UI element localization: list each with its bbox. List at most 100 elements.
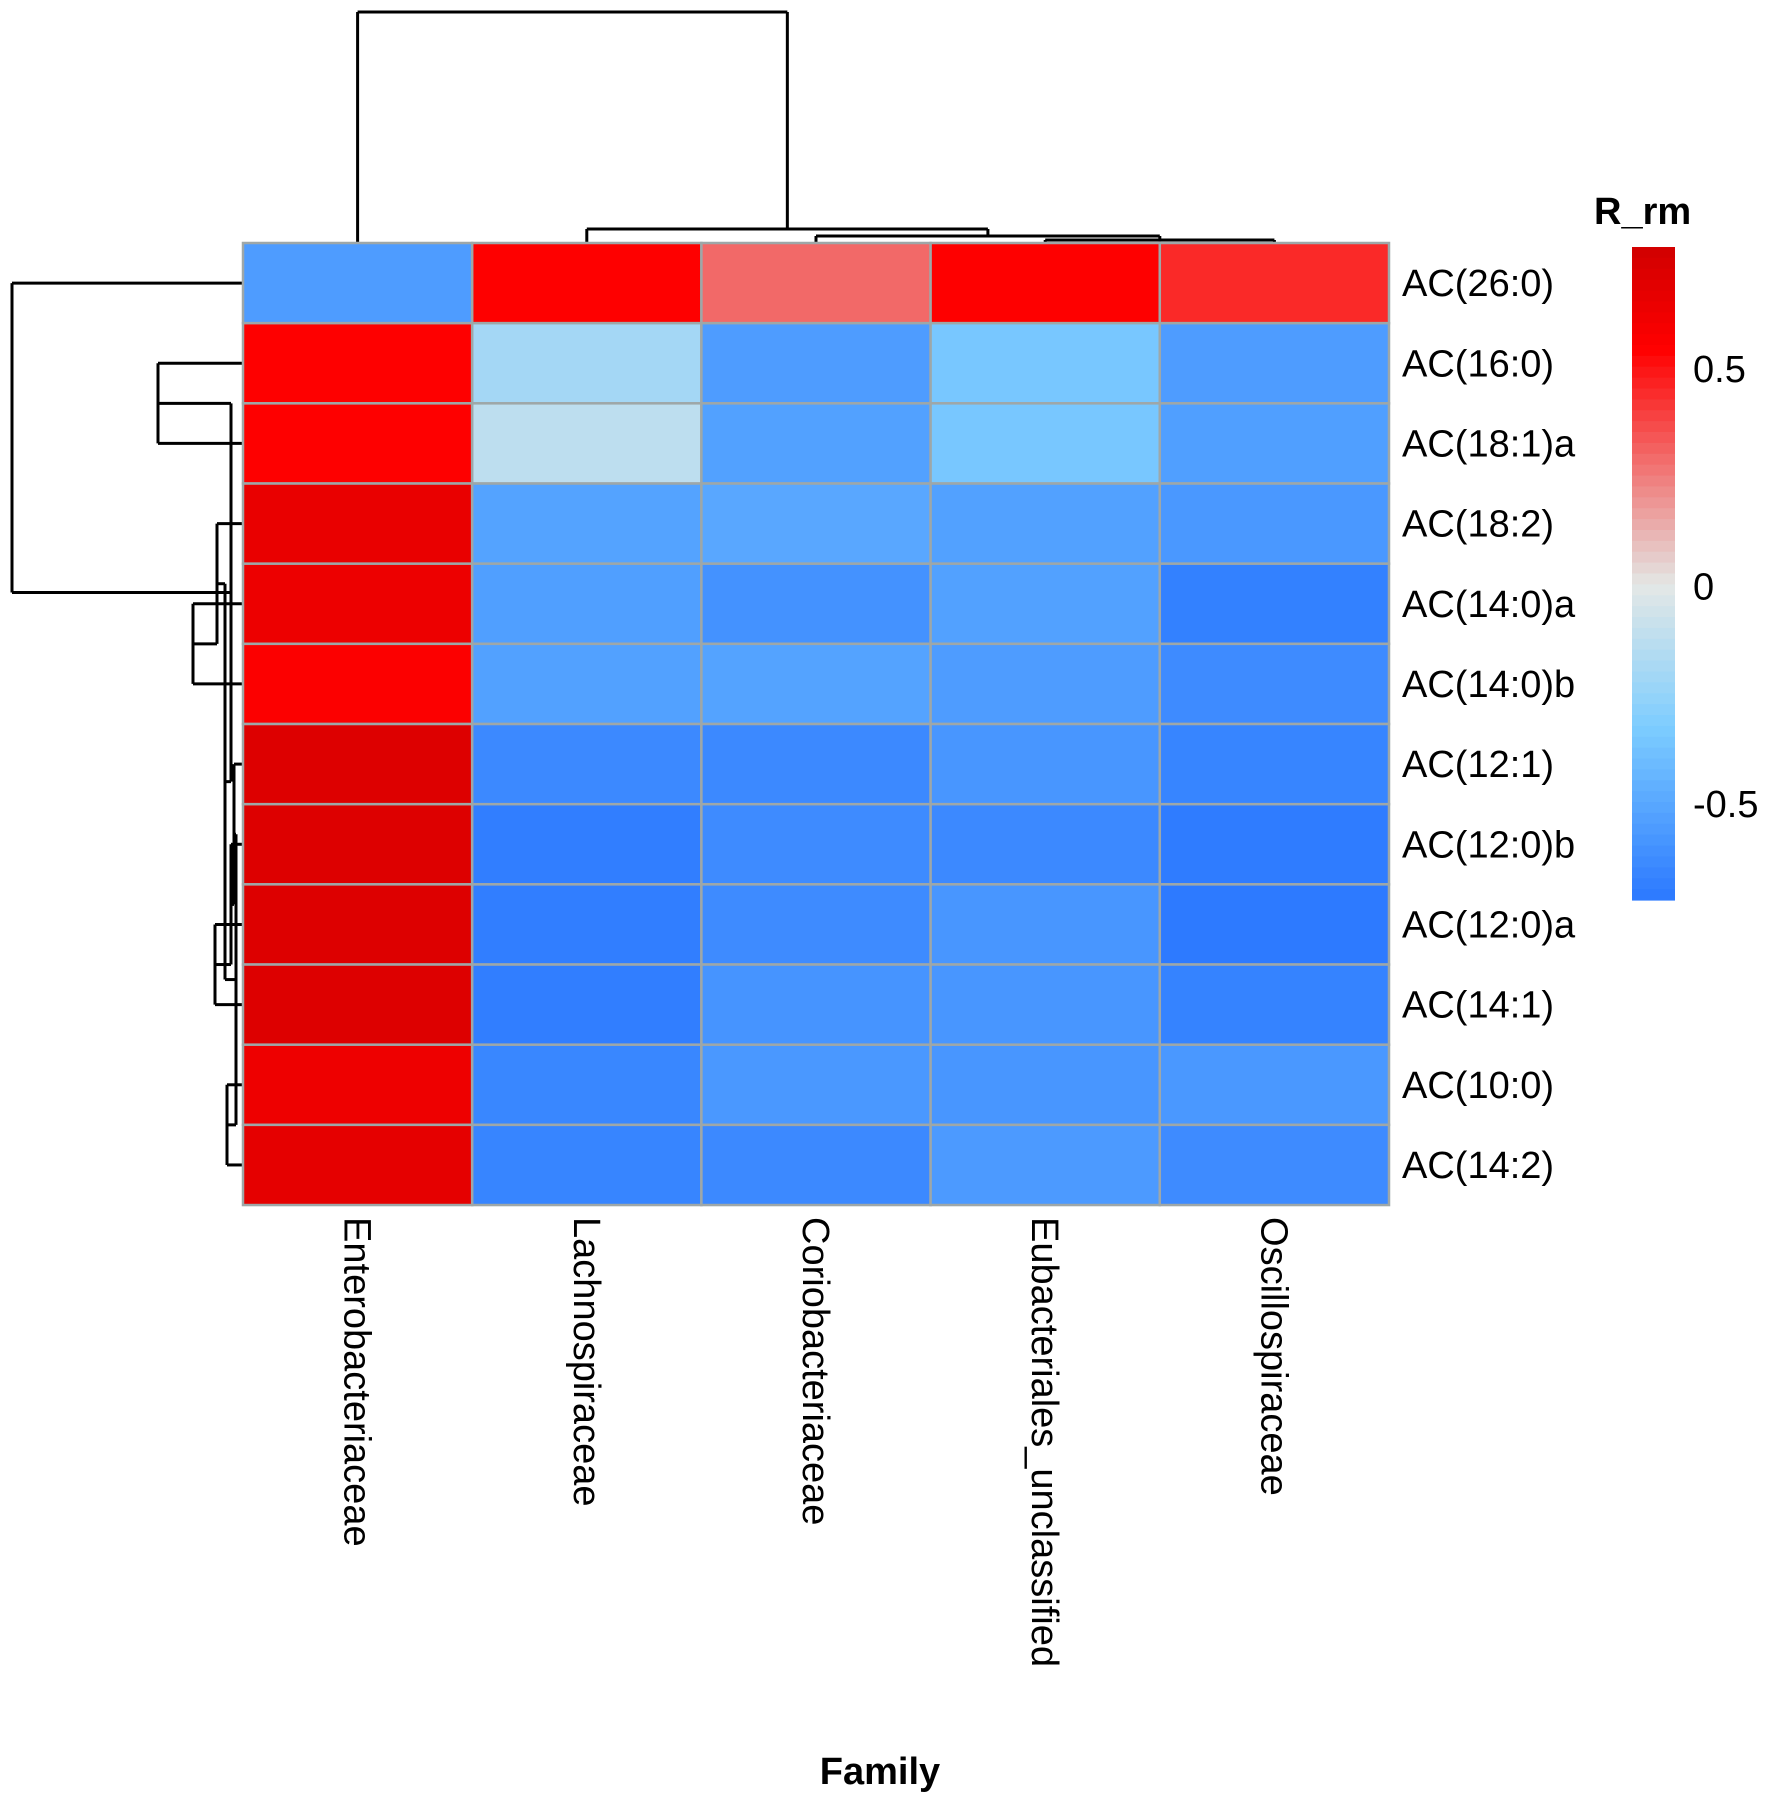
legend-color-step bbox=[1632, 540, 1675, 553]
legend-color-step bbox=[1632, 660, 1675, 673]
row-label: AC(14:0)a bbox=[1402, 584, 1576, 626]
column-label: Enterobacteriaceae bbox=[336, 1217, 378, 1547]
column-dendrogram bbox=[356, 10, 1276, 243]
legend-color-step bbox=[1632, 301, 1675, 313]
heatmap-cell bbox=[1158, 402, 1391, 485]
heatmap-cell bbox=[241, 642, 474, 726]
heatmap-cell bbox=[1158, 722, 1391, 806]
heatmap-cell bbox=[241, 1123, 474, 1207]
legend-color-step bbox=[1632, 355, 1675, 368]
heatmap-cell bbox=[929, 722, 1162, 806]
legend-color-step bbox=[1632, 584, 1675, 596]
legend-color-step bbox=[1632, 845, 1675, 858]
legend-color-step bbox=[1632, 279, 1675, 292]
heatmap-cell bbox=[241, 883, 474, 966]
legend-color-step bbox=[1632, 323, 1675, 335]
heatmap-cell bbox=[929, 1043, 1162, 1127]
heatmap-cell bbox=[470, 1043, 703, 1127]
legend-color-step bbox=[1632, 432, 1675, 444]
legend-color-step bbox=[1632, 747, 1675, 760]
row-label: AC(14:2) bbox=[1402, 1145, 1554, 1187]
x-axis-title: Family bbox=[820, 1751, 940, 1793]
legend-colorbar bbox=[1632, 247, 1675, 901]
row-label: AC(14:1) bbox=[1402, 985, 1554, 1027]
legend-ticks: 0.5 0 -0.5 bbox=[1693, 349, 1758, 826]
legend-color-step bbox=[1632, 562, 1675, 575]
heatmap-cell bbox=[1158, 883, 1391, 966]
legend-color-step bbox=[1632, 388, 1675, 400]
heatmap-cell bbox=[470, 883, 703, 966]
heatmap-cell bbox=[700, 883, 932, 966]
heatmap-cell bbox=[929, 241, 1162, 325]
legend-color-step bbox=[1632, 834, 1675, 847]
column-label: Lachnospiraceae bbox=[565, 1217, 607, 1506]
heatmap-cell bbox=[700, 402, 932, 485]
heatmap-cell bbox=[470, 241, 703, 325]
row-label: AC(10:0) bbox=[1402, 1065, 1554, 1107]
legend-color-step bbox=[1632, 366, 1675, 379]
heatmap-cell bbox=[470, 1123, 703, 1207]
legend-color-step bbox=[1632, 464, 1675, 477]
legend-color-step bbox=[1632, 508, 1675, 520]
legend-tick-label: 0 bbox=[1693, 567, 1714, 609]
legend-color-step bbox=[1632, 671, 1675, 683]
row-label: AC(18:1)a bbox=[1402, 423, 1576, 465]
legend-color-step bbox=[1632, 399, 1675, 411]
heatmap-cell bbox=[1158, 642, 1391, 726]
legend-color-step bbox=[1632, 889, 1675, 901]
legend-color-step bbox=[1632, 421, 1675, 433]
heatmap-cell bbox=[929, 482, 1162, 565]
heatmap-cell bbox=[241, 402, 474, 485]
heatmap-cell bbox=[700, 642, 932, 726]
legend-color-step bbox=[1632, 410, 1675, 422]
heatmap-cell bbox=[241, 1043, 474, 1127]
heatmap-cell bbox=[700, 241, 932, 325]
legend-color-step bbox=[1632, 519, 1675, 531]
legend-color-step bbox=[1632, 497, 1675, 509]
row-label: AC(12:0)a bbox=[1402, 904, 1576, 946]
legend-color-step bbox=[1632, 257, 1675, 270]
column-label: Coriobacteriaceae bbox=[794, 1217, 836, 1525]
color-legend: R_rm 0.5 0 -0.5 bbox=[1594, 191, 1758, 901]
heatmap-cell bbox=[241, 241, 474, 325]
heatmap-cell bbox=[470, 642, 703, 726]
heatmap-cell bbox=[1158, 321, 1391, 405]
heatmap-cell bbox=[700, 321, 932, 405]
row-labels: AC(26:0) AC(16:0) AC(18:1)a AC(18:2) AC(14:0… bbox=[1402, 263, 1576, 1187]
heatmap-cell bbox=[929, 402, 1162, 485]
heatmap-cell bbox=[1158, 562, 1391, 646]
legend-color-step bbox=[1632, 595, 1675, 607]
legend-color-step bbox=[1632, 693, 1675, 705]
heatmap-cell bbox=[929, 963, 1162, 1046]
heatmap-cell bbox=[1158, 241, 1391, 325]
heatmap-cell bbox=[470, 722, 703, 806]
legend-color-step bbox=[1632, 867, 1675, 879]
heatmap-cell bbox=[700, 562, 932, 646]
heatmap-cell bbox=[1158, 963, 1391, 1046]
heatmap-cell bbox=[1158, 1123, 1391, 1207]
column-labels: Enterobacteriaceae Lachnospiraceae Corioba… bbox=[336, 1217, 1295, 1667]
legend-color-step bbox=[1632, 573, 1675, 585]
heatmap-cell bbox=[241, 562, 474, 646]
heatmap-cell bbox=[929, 642, 1162, 726]
legend-color-step bbox=[1632, 780, 1675, 792]
heatmap-cell bbox=[700, 722, 932, 806]
row-label: AC(12:1) bbox=[1402, 744, 1554, 786]
row-label: AC(14:0)b bbox=[1402, 664, 1575, 706]
column-label: Oscillospiraceae bbox=[1252, 1217, 1294, 1496]
legend-color-step bbox=[1632, 529, 1675, 542]
heatmap-cell bbox=[700, 802, 932, 886]
heatmap-cell bbox=[241, 802, 474, 886]
legend-color-step bbox=[1632, 486, 1675, 498]
legend-color-step bbox=[1632, 682, 1675, 694]
legend-color-step bbox=[1632, 704, 1675, 716]
heatmap-cell bbox=[470, 402, 703, 485]
legend-color-step bbox=[1632, 791, 1675, 803]
legend-color-step bbox=[1632, 725, 1675, 738]
heatmap-cell bbox=[470, 802, 703, 886]
heatmap-cell bbox=[241, 722, 474, 806]
legend-color-step bbox=[1632, 453, 1675, 466]
legend-color-step bbox=[1632, 312, 1675, 324]
legend-color-step bbox=[1632, 551, 1675, 564]
